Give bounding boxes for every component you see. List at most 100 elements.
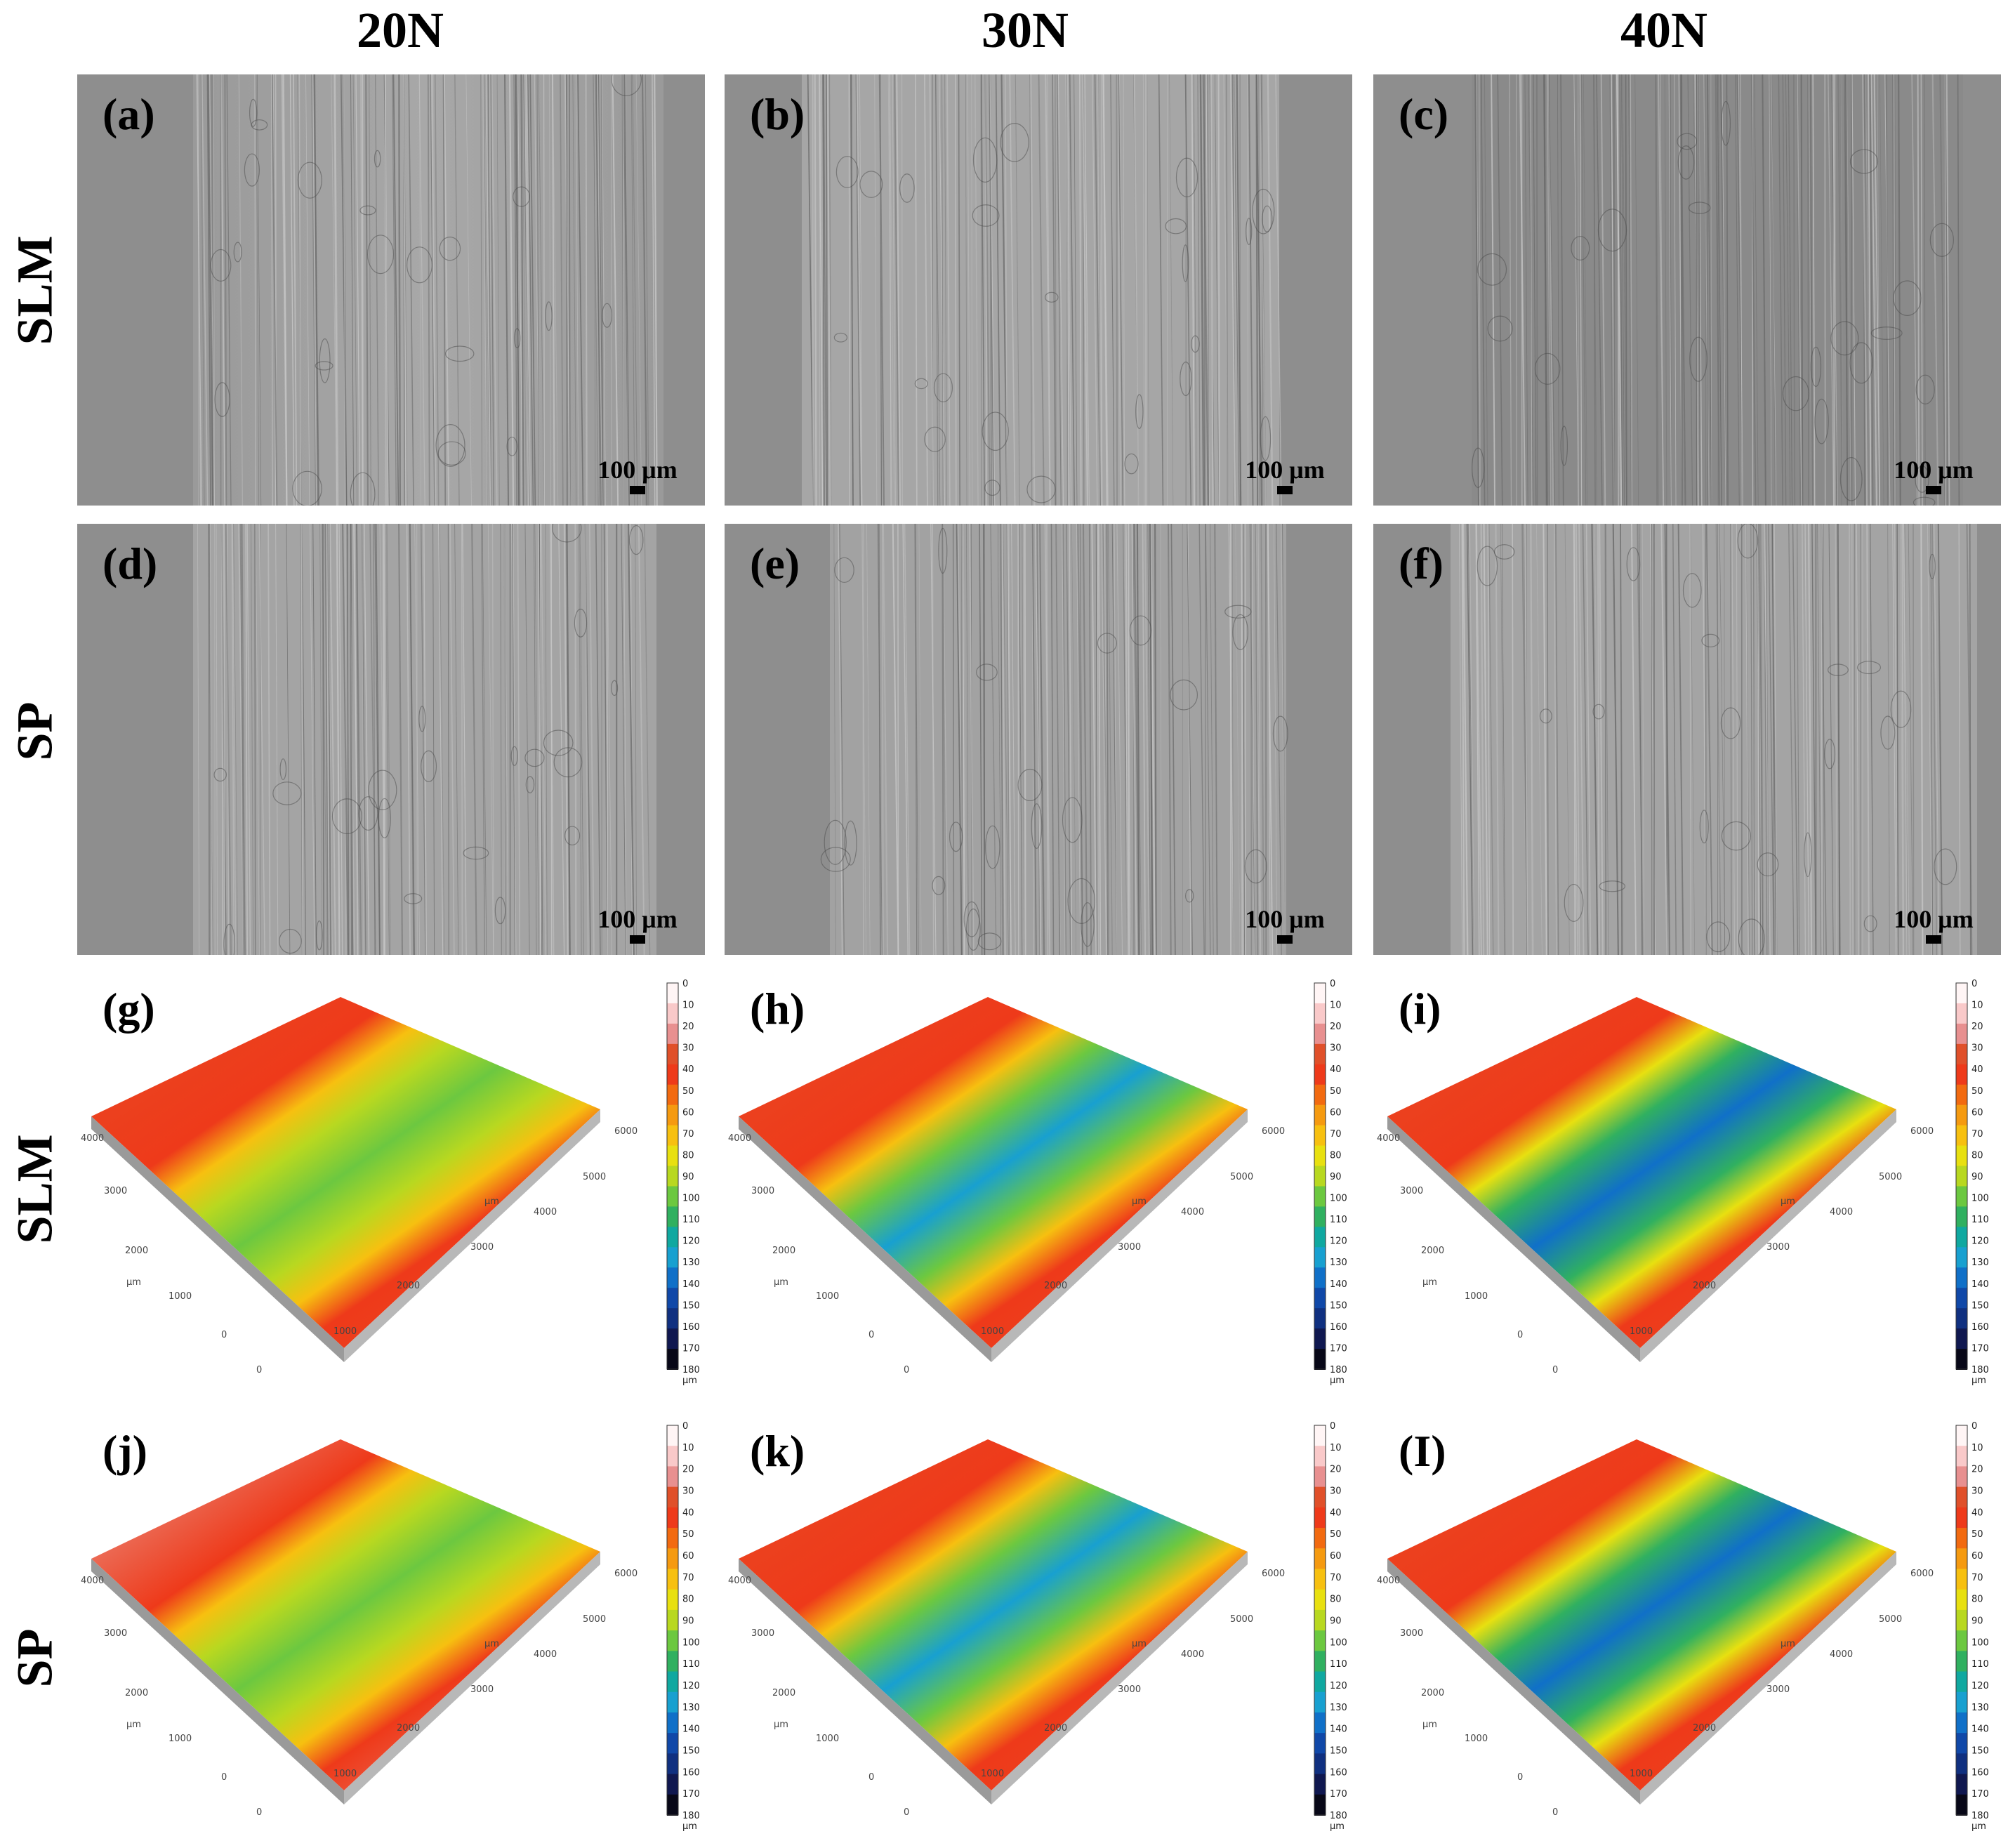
- scale-bar-text-b: 100 μm: [1245, 456, 1325, 484]
- colorbar-segment: [1314, 1651, 1326, 1672]
- topo-surface: [1387, 997, 1896, 1348]
- colorbar-segment: [1314, 1349, 1326, 1370]
- colorbar-tick: 40: [1971, 1507, 1983, 1518]
- colorbar-tick: 10: [1971, 1443, 1983, 1453]
- topo-slab-side: [1387, 1559, 1640, 1804]
- colorbar-tick: 160: [1971, 1767, 1989, 1778]
- y-axis-tick: 0: [868, 1330, 874, 1340]
- colorbar-segment: [667, 1084, 678, 1106]
- row-header-slm-topo: SLM: [6, 1134, 63, 1244]
- panel-label-j: (j): [103, 1426, 147, 1476]
- colorbar-tick: 170: [682, 1789, 700, 1800]
- colorbar-tick: 0: [682, 979, 688, 989]
- colorbar-tick: 150: [682, 1746, 700, 1757]
- colorbar-tick: 70: [682, 1129, 694, 1140]
- sem-image-e: (e) 100 μm: [725, 524, 1352, 955]
- axis-unit-label: μm: [126, 1720, 141, 1730]
- x-axis-tick: 3000: [1766, 1684, 1790, 1695]
- colorbar-tick: 60: [682, 1551, 694, 1562]
- colorbar-tick: 170: [1971, 1343, 1989, 1354]
- colorbar-tick: 40: [1971, 1064, 1983, 1075]
- colorbar-tick: 140: [682, 1724, 700, 1735]
- x-axis-tick: 1000: [1630, 1326, 1653, 1337]
- colorbar-segment: [1314, 1589, 1326, 1611]
- colorbar-segment: [1956, 1671, 1967, 1693]
- topo-panel-i: 4000 3000 2000 1000 0 6000 5000 4000 3000 2000 100…: [1373, 969, 2005, 1397]
- colorbar-tick: 30: [682, 1486, 694, 1497]
- colorbar-segment: [1314, 1288, 1326, 1309]
- panel-label-b: (b): [750, 89, 805, 139]
- row-header-sp-sem: SP: [6, 701, 63, 761]
- colorbar-tick: 50: [682, 1529, 694, 1540]
- y-axis-tick: 1000: [1465, 1734, 1488, 1744]
- colorbar-segment: [1314, 1104, 1326, 1126]
- colorbar-segment: [1314, 1528, 1326, 1550]
- colorbar-segment: [1314, 1548, 1326, 1570]
- colorbar-segment: [667, 1145, 678, 1167]
- x-axis-tick: 3000: [1118, 1684, 1141, 1695]
- sem-wear-track-d: [193, 524, 656, 955]
- topo-3d-plot-h: 4000300020001000060005000400030002000100…: [728, 979, 1347, 1386]
- colorbar-tick: 20: [1330, 1022, 1342, 1032]
- colorbar-segment: [1956, 1186, 1967, 1208]
- colorbar-segment: [667, 1328, 678, 1350]
- colorbar-segment: [667, 1753, 678, 1775]
- colorbar-segment: [1956, 1125, 1967, 1147]
- colorbar-segment: [1314, 1166, 1326, 1187]
- axis-unit-label: μm: [484, 1639, 499, 1649]
- colorbar-segment: [1314, 1446, 1326, 1467]
- colorbar-segment: [1314, 1043, 1326, 1065]
- colorbar-segment: [1956, 1794, 1967, 1816]
- x-axis-tick: 3000: [470, 1684, 494, 1695]
- colorbar-segment: [1956, 1733, 1967, 1755]
- scale-bar-text-a: 100 μm: [597, 456, 678, 484]
- colorbar-tick: 0: [1971, 1421, 1977, 1432]
- colorbar-tick: 40: [682, 1064, 694, 1075]
- sem-image-a: (a) 100 μm: [77, 74, 705, 506]
- scale-bar-c: 100 μm: [1884, 455, 1983, 494]
- colorbar-tick: 110: [1330, 1215, 1347, 1225]
- colorbar-segment: [667, 1043, 678, 1065]
- topo-slab-side: [991, 1552, 1248, 1804]
- colorbar-segment: [667, 1349, 678, 1370]
- colorbar-segment: [1956, 1651, 1967, 1672]
- colorbar-tick: 10: [682, 1443, 694, 1453]
- colorbar-segment: [1314, 1023, 1326, 1045]
- scale-bar-f: 100 μm: [1884, 904, 1983, 944]
- x-axis-tick: 1000: [333, 1769, 357, 1779]
- axis-unit-label: μm: [774, 1720, 788, 1730]
- topo-panel-h: 4000 3000 2000 1000 0 6000 5000 4000 3000 2000 100…: [725, 969, 1363, 1397]
- x-axis-tick: 4000: [1181, 1649, 1204, 1660]
- colorbar-tick: 120: [682, 1681, 700, 1691]
- topo-slab-side: [344, 1109, 600, 1362]
- colorbar-segment: [667, 1186, 678, 1208]
- colorbar-tick: 20: [1971, 1465, 1983, 1475]
- colorbar-tick: 140: [1971, 1724, 1989, 1735]
- colorbar-segment: [667, 1003, 678, 1024]
- colorbar-segment: [1314, 1466, 1326, 1488]
- colorbar-tick: 20: [682, 1465, 694, 1475]
- x-axis-tick: 0: [256, 1807, 262, 1818]
- x-axis-tick: 5000: [1879, 1614, 1902, 1625]
- colorbar-tick: 140: [1330, 1724, 1347, 1735]
- y-axis-tick: 3000: [751, 1628, 774, 1639]
- colorbar-frame: [1314, 1425, 1326, 1816]
- x-axis-tick: 4000: [1830, 1207, 1853, 1217]
- y-axis-tick: 3000: [1400, 1628, 1423, 1639]
- colorbar-segment: [1956, 1425, 1967, 1447]
- topo-3d-plot-j: 4000300020001000060005000400030002000100…: [81, 1421, 700, 1832]
- panel-label-l: (I): [1399, 1426, 1446, 1476]
- colorbar-unit: μm: [1971, 1375, 1986, 1386]
- colorbar-tick: 180: [1971, 1365, 1989, 1375]
- x-axis-tick: 6000: [614, 1126, 638, 1137]
- colorbar-segment: [1314, 1267, 1326, 1289]
- colorbar-segment: [1956, 1589, 1967, 1611]
- colorbar-segment: [1314, 983, 1326, 1004]
- x-axis-tick: 1000: [981, 1769, 1004, 1779]
- colorbar-tick: 120: [1330, 1681, 1347, 1691]
- topo-3d-plot-l: 4000300020001000060005000400030002000100…: [1377, 1421, 1989, 1832]
- colorbar-segment: [667, 1671, 678, 1693]
- colorbar-tick: 70: [682, 1573, 694, 1583]
- colorbar-segment: [667, 1774, 678, 1795]
- colorbar-segment: [667, 1206, 678, 1228]
